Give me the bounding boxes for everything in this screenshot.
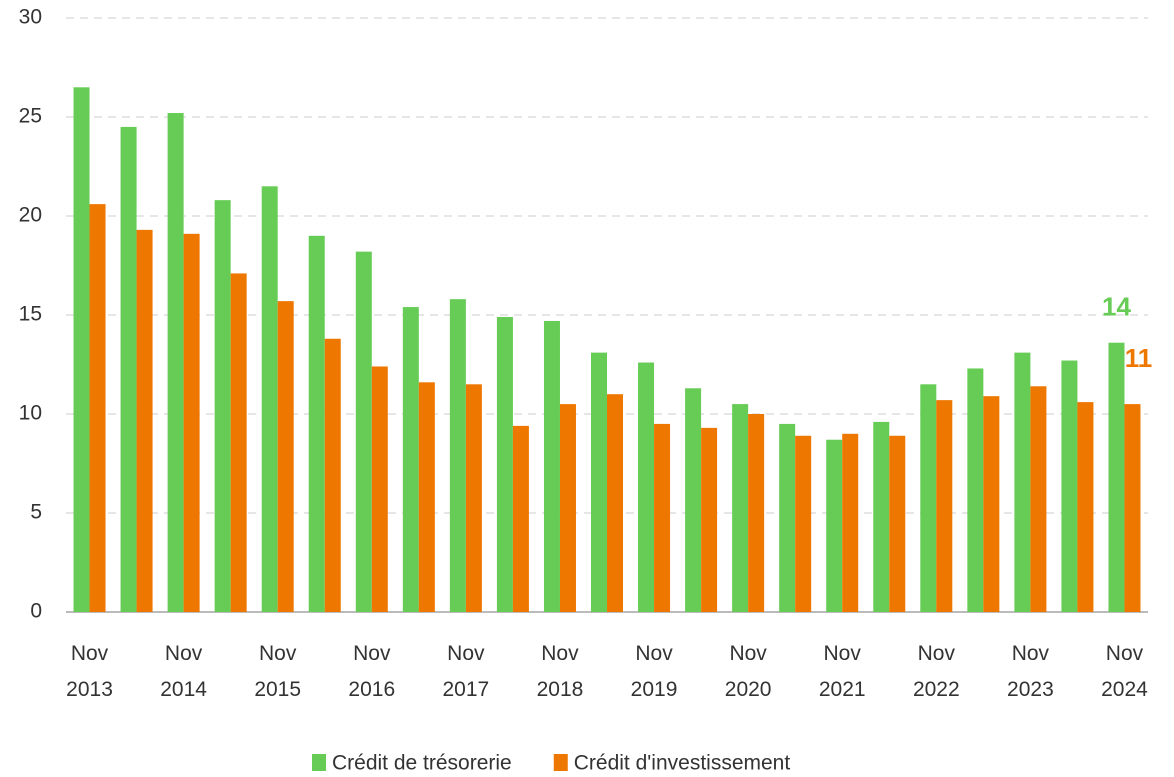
bar bbox=[73, 87, 90, 613]
bar bbox=[685, 388, 702, 612]
bar bbox=[496, 316, 513, 612]
bar bbox=[826, 439, 843, 612]
bar bbox=[89, 204, 106, 612]
bar bbox=[402, 307, 419, 612]
bar bbox=[167, 113, 184, 612]
bar bbox=[1077, 402, 1094, 612]
bar bbox=[214, 200, 231, 612]
bar bbox=[701, 427, 718, 612]
bar bbox=[230, 273, 247, 612]
bar bbox=[889, 435, 906, 612]
y-tick-label: 0 bbox=[30, 600, 42, 623]
bar bbox=[654, 423, 671, 612]
x-tick-label: Nov 2015 bbox=[254, 642, 302, 701]
bar bbox=[873, 421, 890, 612]
x-tick-label: Nov 2024 bbox=[1101, 642, 1148, 701]
legend-swatch bbox=[553, 754, 568, 771]
bar bbox=[967, 368, 984, 612]
legend-label: Crédit d'investissement bbox=[574, 752, 791, 775]
y-tick-label: 25 bbox=[19, 105, 42, 128]
y-tick-label: 15 bbox=[19, 303, 42, 326]
bar bbox=[842, 433, 859, 612]
y-tick-label: 20 bbox=[19, 204, 42, 227]
bar bbox=[983, 396, 1000, 612]
bar bbox=[1061, 360, 1078, 612]
x-tick-label: Nov 2016 bbox=[348, 642, 396, 701]
bar bbox=[261, 186, 278, 613]
legend-swatch bbox=[312, 754, 326, 771]
bar bbox=[607, 394, 623, 612]
bar bbox=[1108, 342, 1125, 612]
x-tick-label: Nov 2017 bbox=[442, 642, 490, 701]
bar bbox=[355, 251, 372, 612]
bar bbox=[136, 229, 153, 613]
bar bbox=[920, 384, 937, 612]
bar bbox=[559, 404, 576, 612]
bar bbox=[324, 338, 341, 612]
bar bbox=[1030, 386, 1047, 612]
end-label: 11 bbox=[1125, 343, 1153, 373]
bar bbox=[465, 384, 482, 612]
bar bbox=[543, 320, 560, 612]
bar bbox=[1124, 404, 1141, 612]
bar bbox=[277, 301, 294, 612]
bar bbox=[308, 235, 325, 613]
bar bbox=[748, 414, 765, 612]
bar bbox=[591, 352, 607, 612]
bar bbox=[371, 366, 388, 612]
x-tick-label: Nov 2023 bbox=[1007, 642, 1054, 701]
bar bbox=[638, 362, 655, 612]
x-tick-label: Nov 2019 bbox=[630, 642, 678, 701]
bar bbox=[1014, 352, 1031, 612]
y-tick-label: 5 bbox=[30, 501, 42, 524]
bar bbox=[732, 404, 749, 612]
y-tick-label: 10 bbox=[19, 402, 42, 425]
y-tick-label: 30 bbox=[19, 6, 42, 29]
x-tick-label: Nov 2021 bbox=[818, 642, 866, 701]
bar bbox=[120, 126, 137, 613]
bar bbox=[512, 425, 529, 612]
bar bbox=[183, 233, 200, 612]
bar bbox=[779, 423, 796, 612]
x-tick-label: Nov 2013 bbox=[66, 642, 113, 701]
bar bbox=[449, 299, 466, 612]
bar bbox=[795, 435, 812, 612]
x-tick-label: Nov 2022 bbox=[912, 642, 960, 701]
x-tick-label: Nov 2014 bbox=[160, 642, 207, 701]
legend-label: Crédit de trésorerie bbox=[332, 752, 512, 775]
bar bbox=[418, 382, 435, 612]
end-label: 14 bbox=[1102, 292, 1131, 322]
x-tick-label: Nov 2018 bbox=[536, 642, 584, 701]
bar bbox=[936, 400, 953, 612]
x-tick-label: Nov 2020 bbox=[724, 642, 772, 701]
